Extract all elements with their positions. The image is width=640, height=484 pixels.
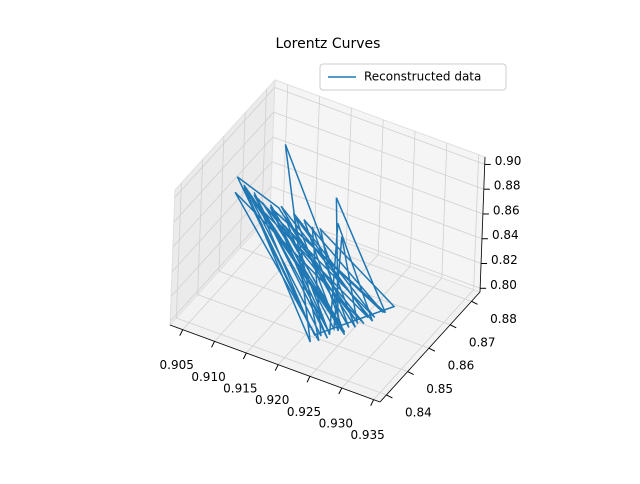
data-line: [234, 144, 396, 343]
grid-line: [314, 96, 320, 232]
tick-mark: [386, 394, 393, 399]
grid-line: [272, 136, 484, 215]
grid-line: [173, 111, 275, 223]
legend-label: Reconstructed data: [364, 70, 481, 84]
grid-line: [169, 211, 271, 322]
z-tick-label: 0.88: [494, 179, 521, 193]
grid-line: [441, 142, 448, 279]
tick-mark: [449, 324, 457, 329]
grid-line: [309, 266, 411, 377]
z-tick-label: 0.90: [495, 154, 522, 168]
grid-line: [175, 182, 182, 318]
z-tick-label: 0.84: [492, 228, 519, 242]
grid-line: [377, 119, 384, 255]
grid-line: [174, 87, 276, 198]
y-tick-label: 0.88: [490, 312, 517, 326]
grid-line: [345, 107, 352, 244]
y-tick-label: 0.84: [405, 405, 432, 419]
grid-line: [171, 161, 273, 273]
grid-line: [409, 131, 416, 267]
y-tick-label: 0.87: [469, 335, 496, 349]
x-axis: [169, 324, 381, 403]
grid-line: [261, 89, 267, 225]
z-tick-label: 0.86: [493, 203, 520, 217]
x-tick-label: 0.915: [223, 382, 257, 396]
x-tick-label: 0.910: [191, 370, 225, 384]
x-tick-label: 0.925: [287, 405, 321, 419]
tick-mark: [370, 399, 375, 406]
x-tick-label: 0.905: [160, 358, 194, 372]
grid-line: [282, 84, 289, 220]
grid-line: [172, 136, 274, 248]
z-tick-label: 0.80: [490, 278, 517, 292]
y-axis: [379, 291, 481, 403]
tick-mark: [471, 300, 478, 305]
legend-box: [319, 63, 507, 91]
grid-line: [197, 159, 204, 295]
z-tick-label: 0.82: [491, 253, 518, 267]
tick-mark: [306, 376, 311, 383]
grid-line: [271, 161, 483, 240]
tick-mark: [338, 387, 343, 395]
grid-line: [341, 277, 443, 389]
tick-mark: [179, 329, 184, 336]
tick-mark: [242, 352, 247, 360]
grid-line: [176, 317, 387, 396]
grid-line: [373, 289, 474, 400]
x-tick-label: 0.920: [255, 393, 289, 407]
grid-line: [473, 154, 480, 290]
y-tick-label: 0.86: [448, 359, 475, 373]
grid-line: [273, 111, 484, 190]
tick-mark: [428, 347, 436, 352]
y-tick-label: 0.85: [426, 382, 453, 396]
grid-line: [274, 87, 485, 165]
legend: Reconstructed data: [319, 63, 507, 91]
x-tick-label: 0.935: [350, 428, 384, 442]
chart-title: Lorentz Curves: [276, 36, 381, 52]
tick-mark: [211, 341, 215, 348]
z-axis: [479, 156, 486, 293]
tick-mark: [274, 364, 279, 371]
x-tick-label: 0.930: [319, 417, 353, 431]
grid-line: [197, 294, 408, 372]
tick-mark: [407, 371, 414, 376]
grid-line: [218, 136, 225, 272]
